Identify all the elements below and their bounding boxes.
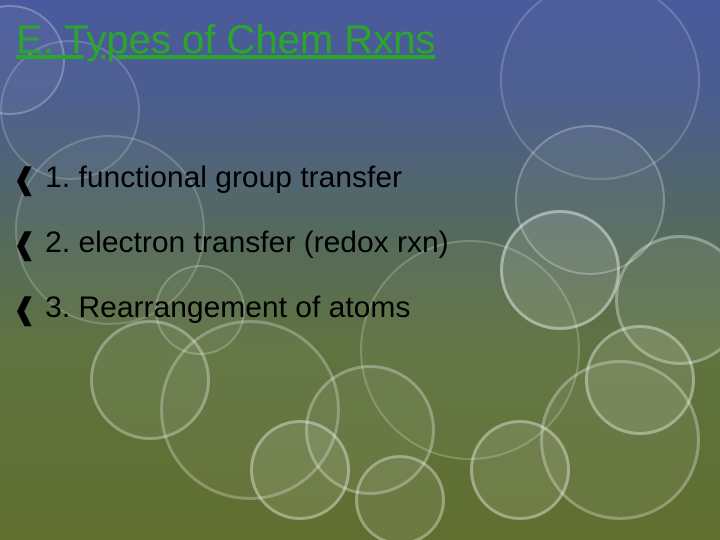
bokeh-circle bbox=[470, 420, 570, 520]
bokeh-circle bbox=[305, 365, 435, 495]
bokeh-circle bbox=[250, 420, 350, 520]
list-item-text: 3. Rearrangement of atoms bbox=[45, 291, 410, 325]
bokeh-circle bbox=[355, 455, 445, 540]
list-item: ❰ 1. functional group transfer bbox=[12, 160, 692, 195]
list-item-text: 1. functional group transfer bbox=[45, 161, 402, 195]
list-item: ❰ 3. Rearrangement of atoms bbox=[12, 290, 692, 325]
bullet-icon: ❰ bbox=[12, 227, 37, 262]
list-item-text: 2. electron transfer (redox rxn) bbox=[45, 226, 449, 260]
slide: E. Types of Chem Rxns ❰ 1. functional gr… bbox=[0, 0, 720, 540]
list-item: ❰ 2. electron transfer (redox rxn) bbox=[12, 225, 692, 260]
bullet-icon: ❰ bbox=[12, 292, 37, 327]
bullet-icon: ❰ bbox=[12, 162, 37, 197]
bokeh-circle bbox=[540, 360, 700, 520]
bullet-list: ❰ 1. functional group transfer ❰ 2. elec… bbox=[12, 160, 692, 355]
bokeh-circle bbox=[500, 0, 700, 180]
slide-title: E. Types of Chem Rxns bbox=[16, 18, 435, 63]
